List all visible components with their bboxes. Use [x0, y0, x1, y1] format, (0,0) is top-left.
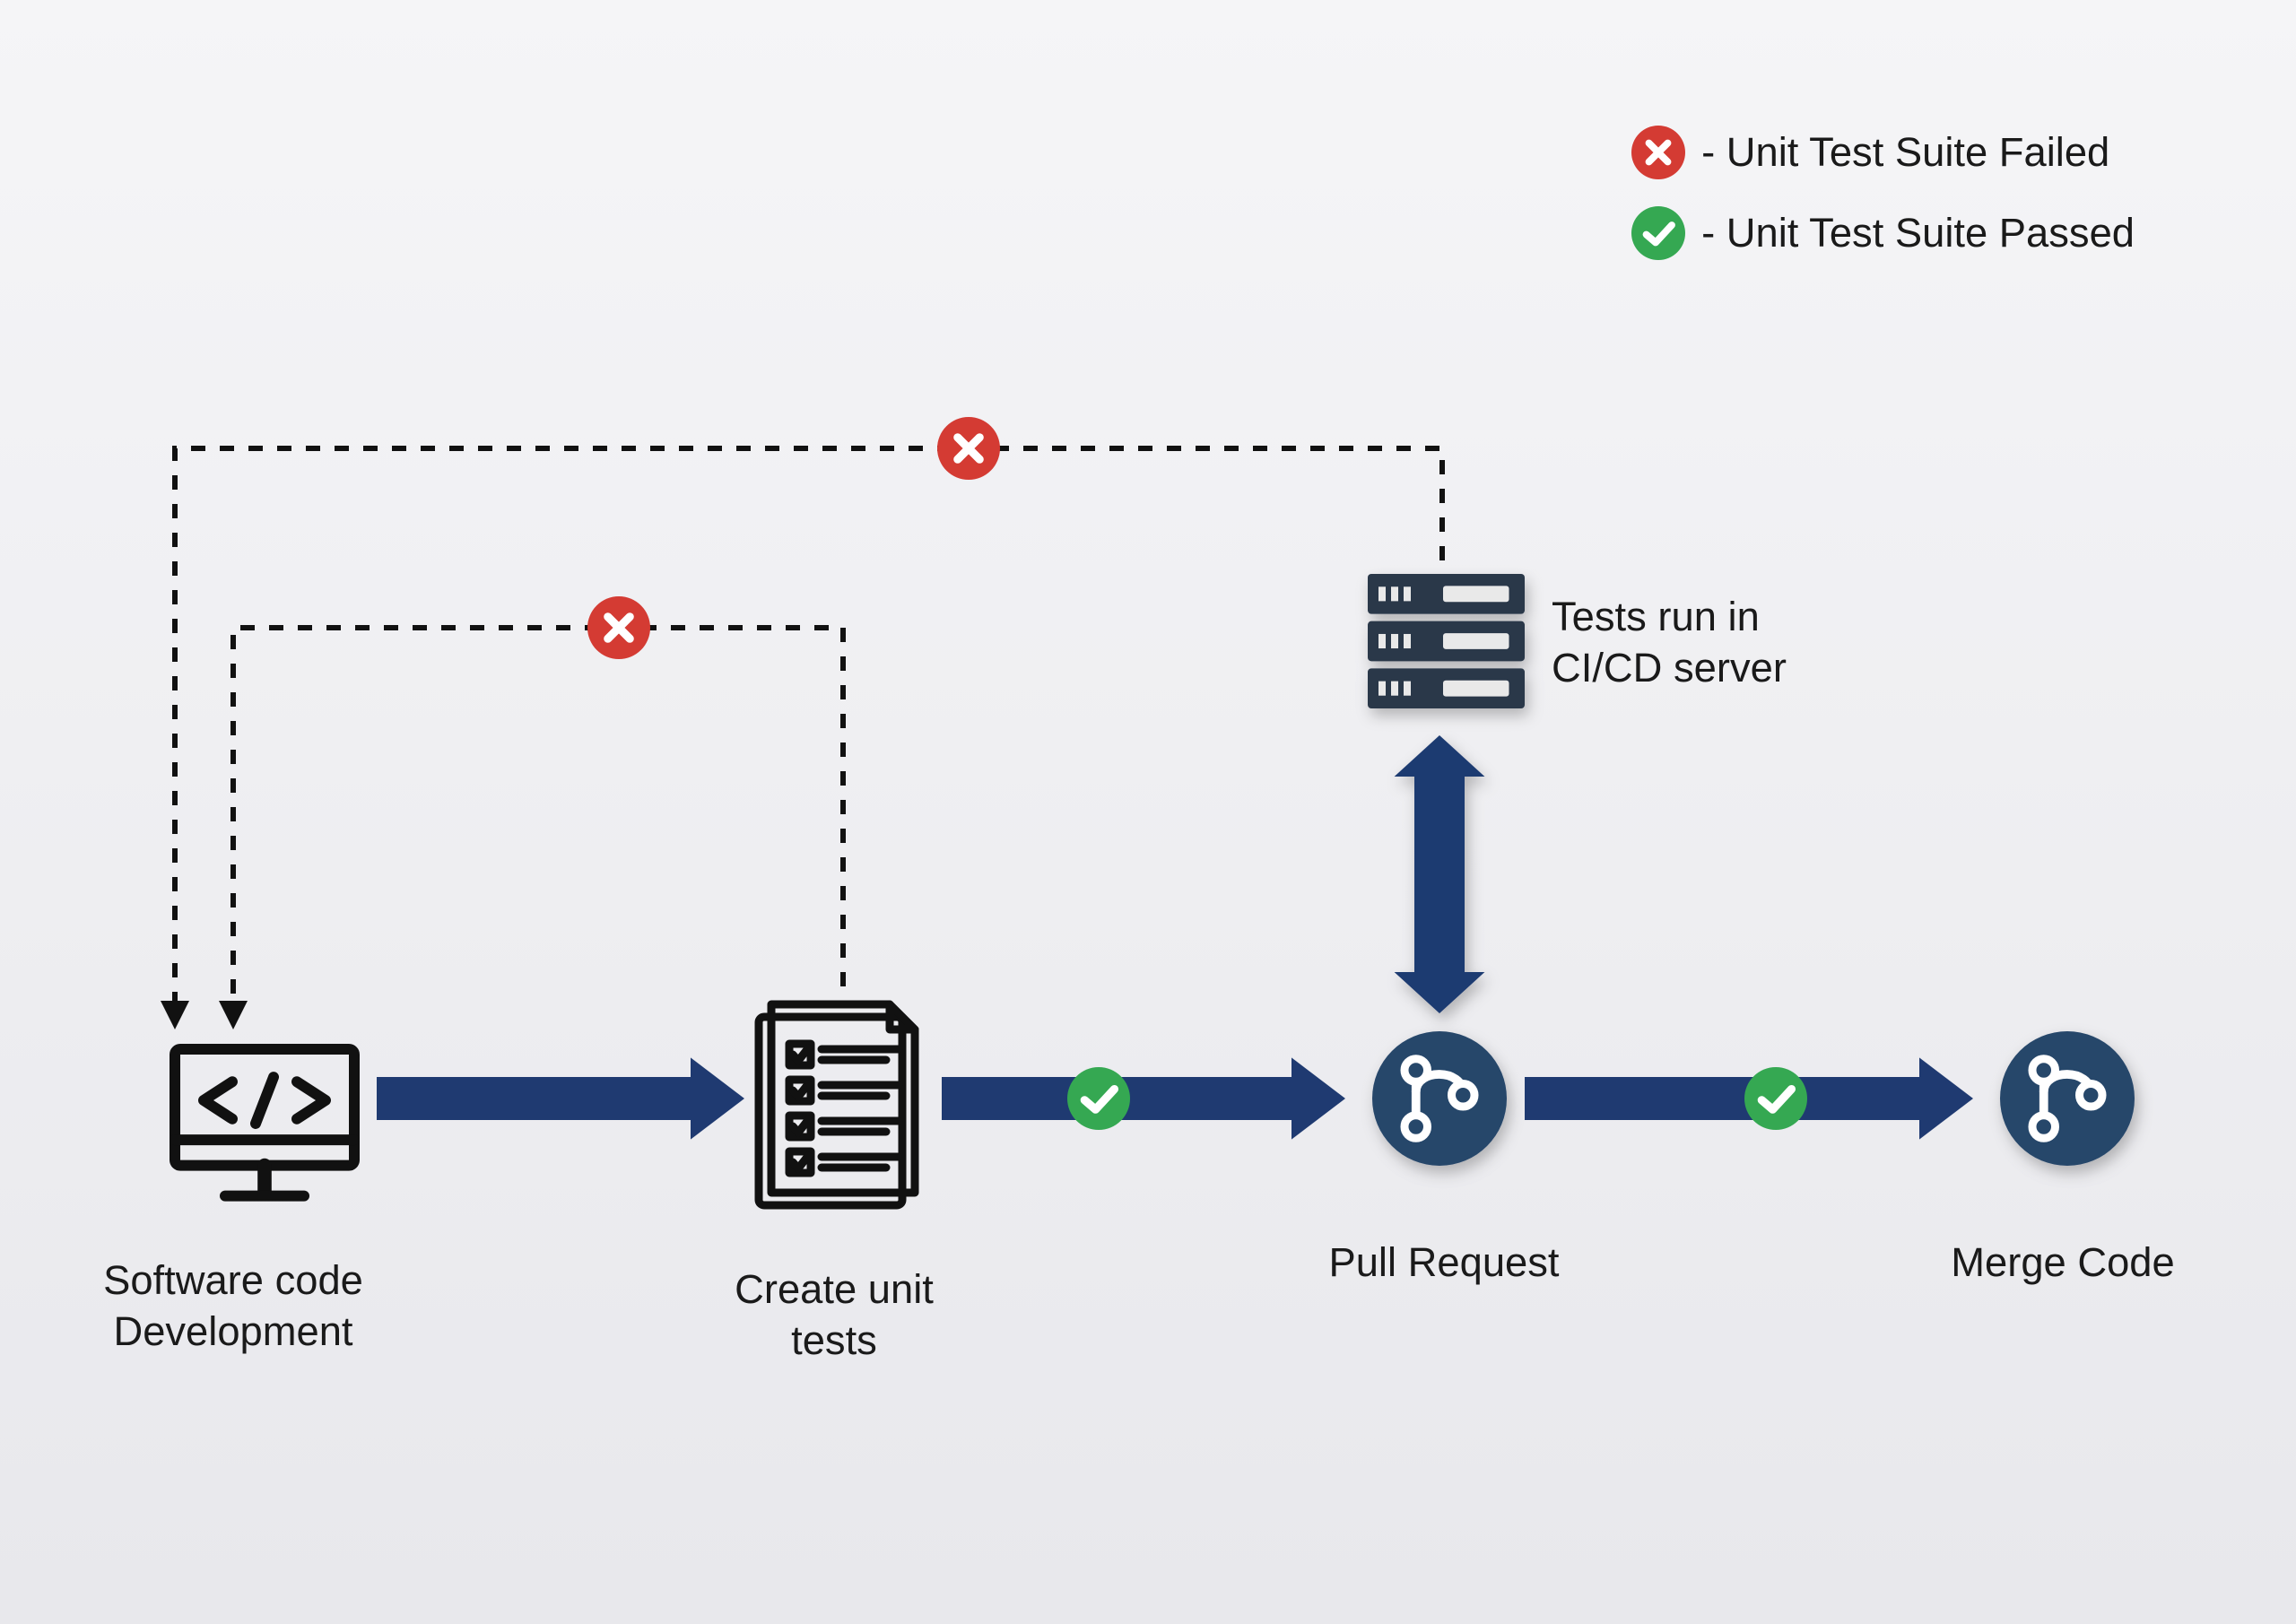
- label-merge-code: Merge Code: [1928, 1238, 2197, 1289]
- fail-icon: [937, 417, 1000, 480]
- solid-arrow-0: [377, 1057, 744, 1139]
- git-branch-icon: [1372, 1031, 1507, 1166]
- dashed-arrowhead: [219, 1001, 248, 1029]
- legend-pass-label: - Unit Test Suite Passed: [1701, 210, 2135, 256]
- double-arrow-vertical: [1395, 735, 1485, 1013]
- pass-icon: [1631, 206, 1685, 260]
- git-branch-icon: [2000, 1031, 2135, 1166]
- solid-arrow-1: [942, 1057, 1345, 1139]
- legend-item-pass: - Unit Test Suite Passed: [1631, 206, 2135, 260]
- solid-arrow-2: [1525, 1057, 1973, 1139]
- dashed-path-fail-from-server: [175, 448, 1442, 1013]
- server-icon: [1368, 574, 1525, 708]
- label-create-unit-tests: Create unittests: [700, 1264, 969, 1366]
- label-pull-request: Pull Request: [1309, 1238, 1578, 1289]
- fail-icon: [1631, 126, 1685, 179]
- label-ci-cd-server: Tests run inCI/CD server: [1552, 592, 1821, 693]
- fail-icon: [587, 596, 650, 659]
- monitor-icon: [175, 1049, 354, 1196]
- pass-icon: [1744, 1067, 1807, 1130]
- dashed-path-fail-from-tests: [233, 628, 843, 1013]
- legend: - Unit Test Suite Failed - Unit Test Sui…: [1631, 126, 2135, 260]
- legend-item-fail: - Unit Test Suite Failed: [1631, 126, 2135, 179]
- label-software-code-development: Software codeDevelopment: [72, 1255, 395, 1357]
- pass-icon: [1067, 1067, 1130, 1130]
- legend-fail-label: - Unit Test Suite Failed: [1701, 129, 2109, 176]
- diagram-canvas: - Unit Test Suite Failed - Unit Test Sui…: [0, 0, 2296, 1624]
- checklist-icon: [759, 1004, 915, 1205]
- dashed-arrowhead: [161, 1001, 189, 1029]
